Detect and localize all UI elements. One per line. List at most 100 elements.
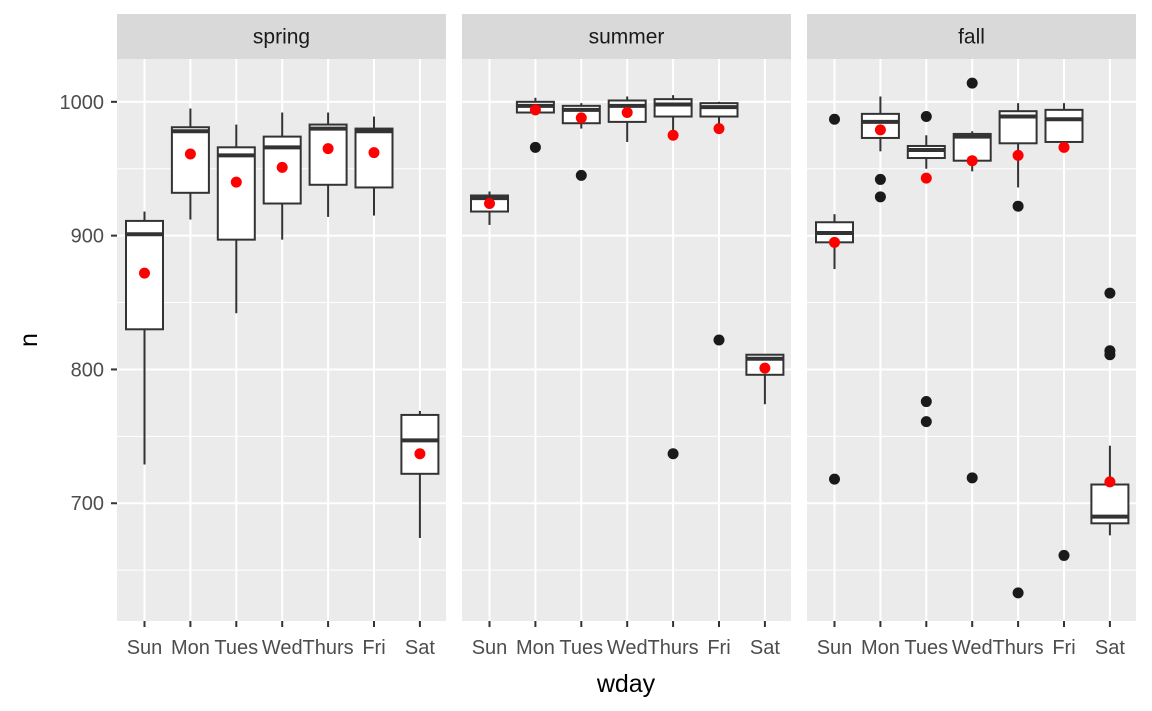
facet-strip-label: summer xyxy=(589,26,665,49)
mean-point xyxy=(276,161,288,173)
facet-strip-label: fall xyxy=(958,26,985,49)
mean-point xyxy=(322,143,334,155)
x-tick-label: Sat xyxy=(750,637,780,659)
box-wed xyxy=(262,112,302,240)
box-body xyxy=(699,102,739,118)
facet-summer: summer Sun Mon Tues Wed Thurs Fri Sat xyxy=(462,14,791,659)
y-axis: 700 800 900 1000 xyxy=(60,92,117,515)
outlier-point xyxy=(829,473,840,485)
box-body xyxy=(170,126,210,194)
mean-point xyxy=(829,236,840,248)
box-fri xyxy=(354,116,394,216)
x-tick-label: Tues xyxy=(904,637,948,659)
mean-point xyxy=(1012,149,1024,161)
mean-point xyxy=(920,172,932,184)
facet-fall: fall Sun Mon Tues Wed Thurs Fri Sat xyxy=(807,14,1136,659)
outlier-point xyxy=(1012,587,1024,599)
outlier-point xyxy=(575,169,587,181)
facet-spring: spring Sun Mon Tues Wed Thurs Fri Sat xyxy=(117,14,446,659)
outlier-point xyxy=(829,113,840,125)
mean-point xyxy=(1104,476,1116,488)
facet-strip xyxy=(117,14,446,59)
outlier-point xyxy=(1104,287,1116,299)
outlier-point xyxy=(874,191,886,203)
box-tues xyxy=(216,124,256,314)
x-tick-label: Sat xyxy=(1095,637,1125,659)
mean-point xyxy=(621,107,633,119)
box-sun xyxy=(470,191,509,225)
facet-strip xyxy=(807,14,1136,59)
mean-point xyxy=(1058,141,1070,153)
box-thurs xyxy=(998,103,1038,599)
box-wed xyxy=(607,96,647,142)
mean-point xyxy=(874,124,886,136)
x-tick-label: Wed xyxy=(952,637,993,659)
x-tick-label: Fri xyxy=(707,637,730,659)
outlier-point xyxy=(920,111,932,123)
mean-point xyxy=(667,129,679,141)
box-mon xyxy=(860,96,900,203)
outlier-point xyxy=(713,334,725,346)
y-tick-label: 800 xyxy=(71,359,104,381)
y-axis-title: n xyxy=(15,333,43,347)
box-fri xyxy=(1044,103,1084,561)
box-body xyxy=(400,413,440,475)
mean-point xyxy=(230,176,242,188)
box-fri xyxy=(699,101,739,346)
mean-point xyxy=(529,104,541,116)
mean-point xyxy=(484,198,495,210)
box-tues xyxy=(906,111,946,428)
x-tick-label: Wed xyxy=(607,637,648,659)
x-tick-label: Sun xyxy=(127,637,163,659)
mean-point xyxy=(184,148,196,160)
x-tick-label: Mon xyxy=(861,637,900,659)
mean-point xyxy=(966,155,978,167)
outlier-point xyxy=(1012,200,1024,212)
outlier-point xyxy=(874,173,886,185)
box-body xyxy=(1044,108,1084,143)
box-sat xyxy=(1090,287,1130,536)
x-tick-label: Sun xyxy=(817,637,853,659)
outlier-point xyxy=(966,77,978,89)
outlier-point xyxy=(1058,549,1070,561)
mean-point xyxy=(139,267,150,279)
x-tick-label: Tues xyxy=(559,637,603,659)
box-sat xyxy=(745,353,785,405)
x-tick-label: Thurs xyxy=(648,637,699,659)
outlier-point xyxy=(920,416,932,428)
x-tick-label: Thurs xyxy=(993,637,1044,659)
x-tick-label: Tues xyxy=(214,637,258,659)
mean-point xyxy=(414,448,426,460)
outlier-point xyxy=(920,396,932,408)
mean-point xyxy=(713,123,725,135)
mean-point xyxy=(368,147,380,159)
outlier-point xyxy=(667,448,679,460)
box-tues xyxy=(561,103,601,181)
x-tick-label: Fri xyxy=(1052,637,1075,659)
facet-strip xyxy=(462,14,791,59)
box-body xyxy=(906,144,946,160)
box-sun xyxy=(815,113,854,485)
box-body xyxy=(653,98,693,118)
box-sun xyxy=(125,211,164,465)
box-wed xyxy=(952,77,992,484)
mean-point xyxy=(759,362,771,374)
y-tick-label: 1000 xyxy=(60,92,105,114)
box-mon xyxy=(515,97,555,153)
x-tick-label: Sun xyxy=(472,637,508,659)
box-sat xyxy=(400,410,440,539)
x-tick-label: Thurs xyxy=(303,637,354,659)
x-tick-label: Fri xyxy=(362,637,385,659)
y-tick-label: 700 xyxy=(71,493,104,515)
box-mon xyxy=(170,108,210,220)
mean-point xyxy=(575,112,587,124)
x-tick-label: Mon xyxy=(171,637,210,659)
x-axis-title: wday xyxy=(596,670,656,698)
x-tick-label: Sat xyxy=(405,637,435,659)
x-tick-label: Mon xyxy=(516,637,555,659)
box-thurs xyxy=(653,95,693,460)
box-thurs xyxy=(308,112,348,217)
box-body xyxy=(308,123,348,186)
x-tick-label: Wed xyxy=(262,637,303,659)
